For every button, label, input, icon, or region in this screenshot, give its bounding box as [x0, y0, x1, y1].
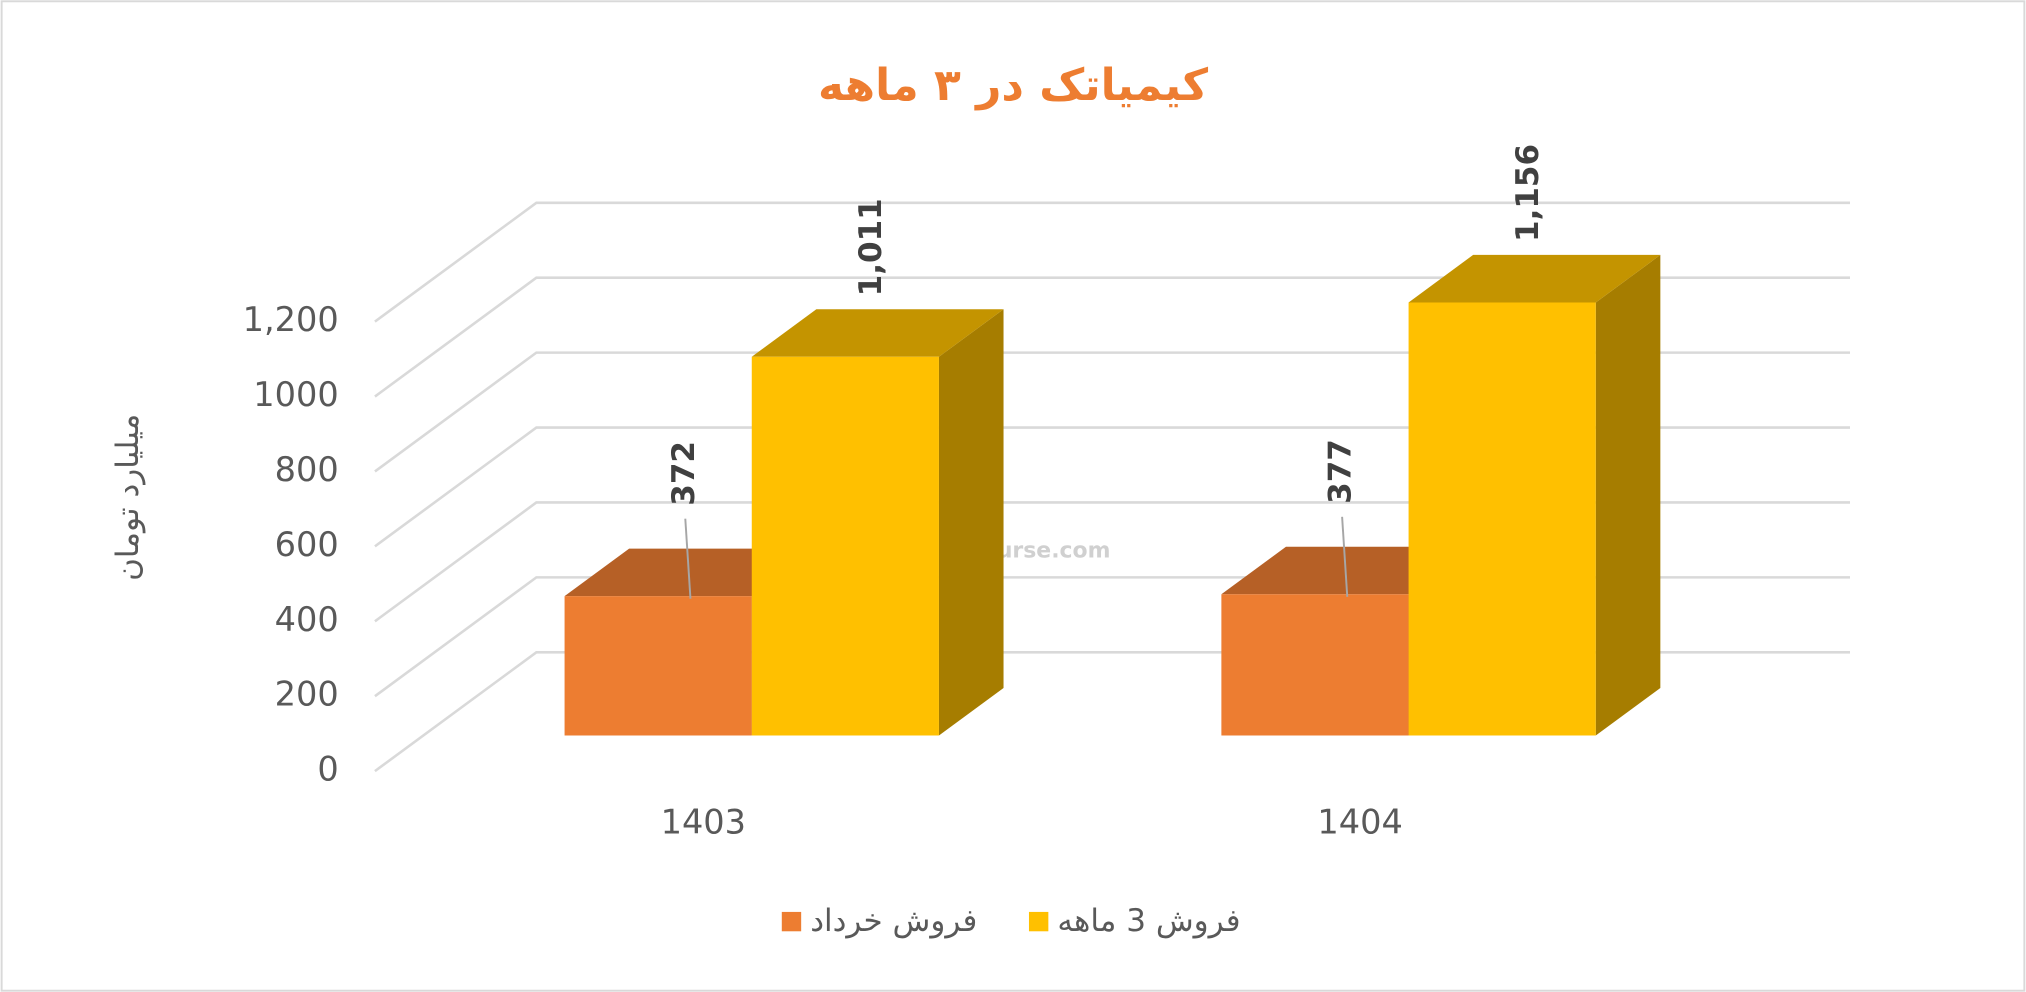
chart-title: کیمیاتک در ۳ ماهه: [818, 60, 1208, 111]
bar: [751, 309, 1004, 736]
value-label: 372: [666, 441, 702, 506]
grid-line: [374, 201, 1850, 323]
y-tick-label: 800: [275, 450, 339, 489]
legend-swatch: [1028, 911, 1049, 932]
y-tick-label: 1000: [253, 375, 338, 414]
y-tick-label: 1,200: [243, 300, 339, 339]
x-tick-label: 1404: [1317, 803, 1402, 842]
bar-top: [1408, 254, 1661, 303]
y-tick-label: 200: [275, 675, 339, 714]
value-label: 1,011: [853, 198, 889, 296]
bar-front: [1221, 594, 1409, 736]
y-tick-label: 400: [275, 600, 339, 639]
y-tick-label: 0: [317, 750, 338, 789]
grid-line: [374, 276, 1850, 398]
value-label: 377: [1323, 439, 1359, 504]
value-label: 1,156: [1510, 144, 1546, 242]
bar-side: [938, 309, 1004, 736]
legend-swatch: [781, 911, 802, 932]
x-tick-label: 1403: [661, 803, 746, 842]
y-tick-label: 600: [275, 525, 339, 564]
bar-side: [1595, 254, 1661, 736]
bar-front: [564, 596, 752, 736]
bar-top: [751, 309, 1004, 357]
leader-line: [1341, 516, 1349, 597]
bar: [1408, 254, 1661, 736]
legend-label: فروش خرداد: [810, 903, 977, 939]
y-axis-label: میلیارد تومان: [110, 414, 146, 581]
leader-line: [684, 518, 692, 599]
bar-front: [1408, 302, 1596, 736]
legend-label: فروش 3 ماهه: [1057, 903, 1240, 939]
bar-front: [751, 356, 939, 736]
